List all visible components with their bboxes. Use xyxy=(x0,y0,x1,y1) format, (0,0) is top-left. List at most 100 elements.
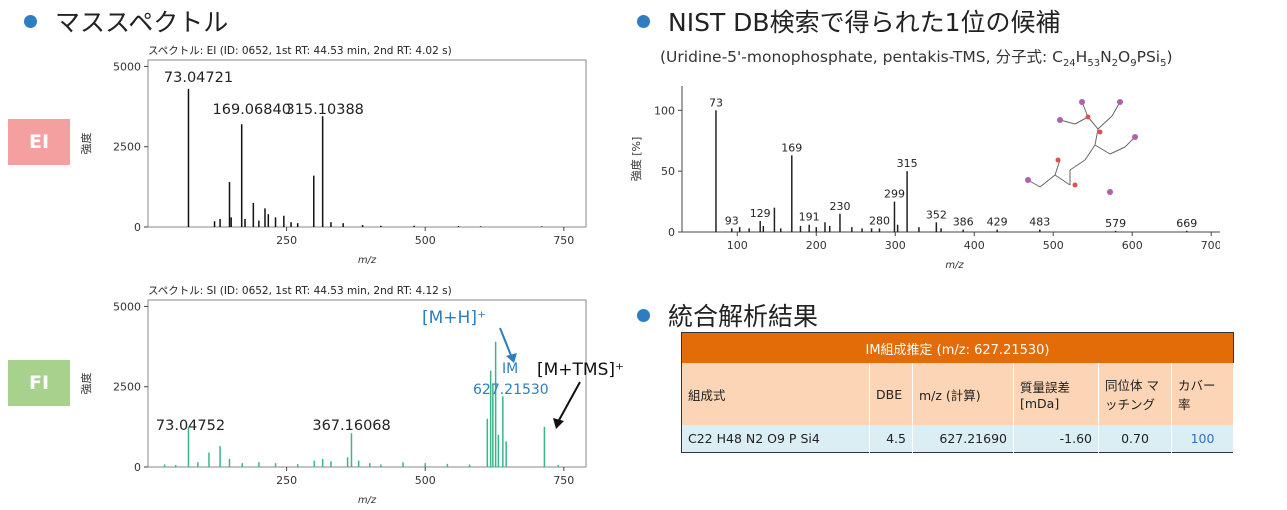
atom-si xyxy=(1025,177,1031,183)
table-header: m/z (計算) xyxy=(912,363,1014,425)
peak-label: 299 xyxy=(884,188,905,201)
heading-integrated: 統合解析結果 xyxy=(637,297,818,333)
table-header: 組成式 xyxy=(681,363,870,425)
peak-label: 73 xyxy=(709,96,723,109)
formula-subscript: 53 xyxy=(1087,58,1101,70)
atom-o xyxy=(1085,114,1091,120)
atom-si xyxy=(1057,117,1063,123)
bond-line xyxy=(1039,174,1056,188)
x-tick-label: 250 xyxy=(276,234,297,247)
plot-frame xyxy=(147,299,587,468)
chart-title: スペクトル: SI (ID: 0652, 1st RT: 44.53 min, … xyxy=(148,285,452,297)
peak-label: 579 xyxy=(1105,217,1126,230)
peak-label: 169.06840 xyxy=(213,102,291,118)
x-axis-title: m/z xyxy=(358,495,377,506)
mtms-annotation: [M+TMS]⁺ xyxy=(537,360,624,380)
x-tick-label: 100 xyxy=(727,239,748,252)
mh-arrow xyxy=(499,327,513,359)
table-cell: 100 xyxy=(1171,425,1234,453)
molecular-formula: C24H53N2O9PSi5 xyxy=(1052,48,1167,70)
peak-label: 280 xyxy=(869,214,890,227)
atom-si xyxy=(1132,134,1138,140)
x-tick-label: 750 xyxy=(553,474,574,487)
atom-o xyxy=(1055,157,1061,163)
bond-line xyxy=(1094,128,1099,146)
bullet-icon xyxy=(637,308,650,322)
peak-label: 169 xyxy=(781,141,802,154)
peak-label: 315 xyxy=(897,157,918,170)
peak-label: 93 xyxy=(725,214,739,227)
x-tick-label: 500 xyxy=(415,234,436,247)
atom-si xyxy=(1107,189,1113,195)
peak-label: 73.04752 xyxy=(156,418,225,434)
y-axis-title: 強度 xyxy=(80,373,93,395)
bond-line xyxy=(1087,116,1099,130)
heading-nist: NIST DB検索で得られた1位の候補 xyxy=(637,3,1060,39)
x-axis-title: m/z xyxy=(945,260,964,271)
peak-label: 73.04721 xyxy=(164,70,233,86)
table-header-row: 組成式 DBE m/z (計算) 質量誤差 [mDa] 同位体 マッチング カバ… xyxy=(681,363,1234,425)
nist-subtitle: (Uridine-5'-monophosphate, pentakis-TMS,… xyxy=(660,48,1173,70)
composition-table: IM組成推定 (m/z: 627.21530) 組成式 DBE m/z (計算)… xyxy=(681,332,1234,453)
ei-spectrum-chart: スペクトル: EI (ID: 0652, 1st RT: 44.53 min, … xyxy=(80,45,587,266)
mtms-arrow xyxy=(557,381,581,423)
peak-label: 230 xyxy=(829,200,850,213)
table-cell: 4.5 xyxy=(869,425,913,453)
ei-tag: EI xyxy=(8,119,70,165)
y-tick-label: 2500 xyxy=(113,381,141,394)
y-tick-label: 0 xyxy=(134,221,141,234)
molecule-structure xyxy=(1027,101,1136,188)
bond-line xyxy=(1084,144,1096,161)
bond-line xyxy=(1069,159,1086,171)
y-tick-label: 2500 xyxy=(113,141,141,154)
formula-subscript: 9 xyxy=(1130,58,1137,70)
peak-label: 367.16068 xyxy=(312,418,390,434)
formula-subscript: 5 xyxy=(1160,58,1167,70)
table-cell: 0.70 xyxy=(1098,425,1172,453)
y-tick-label: 100 xyxy=(654,104,675,117)
table-header: 同位体 マッチング xyxy=(1098,363,1172,425)
formula-subscript: 2 xyxy=(1111,58,1119,70)
peak-label: 129 xyxy=(750,207,771,220)
fi-tag: FI xyxy=(8,360,70,406)
atom-si xyxy=(1079,99,1085,105)
x-tick-label: 700 xyxy=(1201,239,1220,252)
bond-line xyxy=(1094,144,1111,155)
x-tick-label: 250 xyxy=(276,474,297,487)
peak-label: 669 xyxy=(1176,217,1197,230)
x-tick-label: 200 xyxy=(806,239,827,252)
plot-frame xyxy=(147,59,587,228)
atom-si xyxy=(1117,99,1123,105)
peak-label: 386 xyxy=(953,216,974,229)
table-row: C22 H48 N2 O9 P Si4 4.5 627.21690 -1.60 … xyxy=(681,425,1234,453)
peak-label: 429 xyxy=(987,216,1008,229)
table-cell: 627.21690 xyxy=(912,425,1014,453)
table-cell: -1.60 xyxy=(1013,425,1099,453)
x-tick-label: 500 xyxy=(415,474,436,487)
y-tick-label: 0 xyxy=(668,226,675,239)
x-tick-label: 600 xyxy=(1122,239,1143,252)
peak-label: 352 xyxy=(926,208,947,221)
bond-line xyxy=(1054,159,1061,176)
peak-label: 483 xyxy=(1029,216,1050,229)
table-cell: C22 H48 N2 O9 P Si4 xyxy=(681,425,870,453)
x-tick-label: 500 xyxy=(1043,239,1064,252)
y-tick-label: 50 xyxy=(661,165,675,178)
x-axis-title: m/z xyxy=(358,255,377,266)
peak-label: 191 xyxy=(799,211,820,224)
mh-annotation: [M+H]⁺ xyxy=(422,308,486,328)
y-tick-label: 0 xyxy=(134,461,141,474)
y-tick-label: 5000 xyxy=(113,60,141,73)
heading-mass-spectrum: マススペクトル xyxy=(24,3,228,39)
mh-arrowhead xyxy=(506,353,517,363)
bullet-icon xyxy=(637,14,650,28)
peak-label: 315.10388 xyxy=(285,102,363,118)
im-label: IM xyxy=(502,361,518,377)
atom-o xyxy=(1097,129,1103,135)
bullet-icon xyxy=(24,14,37,28)
mtms-arrowhead xyxy=(553,418,564,429)
x-tick-label: 400 xyxy=(964,239,985,252)
bond-line xyxy=(1109,146,1126,155)
table-header: DBE xyxy=(869,363,913,425)
table-caption: IM組成推定 (m/z: 627.21530) xyxy=(681,332,1234,363)
